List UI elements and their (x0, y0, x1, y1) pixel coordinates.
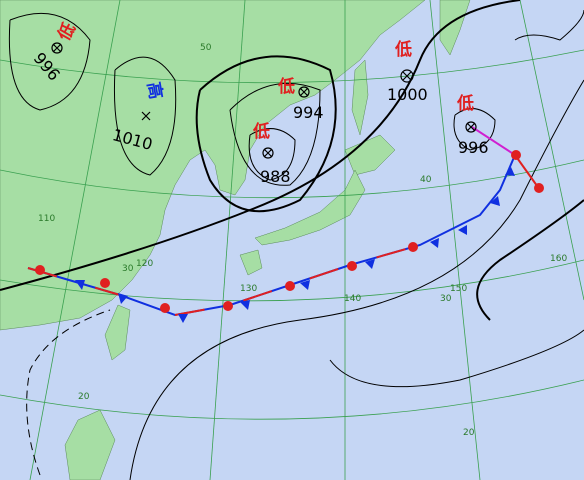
lat-label: 40 (420, 175, 432, 185)
lon-label: 120 (136, 259, 153, 269)
lon-label: 150 (450, 284, 467, 294)
lon-label: 140 (344, 294, 361, 304)
system-kind: 低 (277, 76, 295, 97)
system-kind: 低 (394, 39, 412, 60)
lon-label: 160 (550, 254, 567, 264)
fronts (27, 126, 544, 323)
system-kind: 高 (143, 80, 167, 100)
centers (51, 42, 477, 159)
lat-label: 50 (200, 43, 212, 53)
lon-label: 130 (240, 284, 257, 294)
lat-label: 20 (463, 428, 475, 438)
system-kind: 低 (456, 93, 474, 114)
labels: 低 996 高 1010 低 994 低 988 低 1000 低 996 (30, 19, 489, 186)
dashed-isobar (26, 309, 111, 476)
pressure-value: 1000 (387, 85, 428, 104)
lat-label: 30 (440, 294, 452, 304)
lon-label: 110 (38, 214, 55, 224)
pressure-value: 988 (260, 167, 291, 186)
pressure-value: 996 (458, 138, 489, 157)
lat-label: 20 (78, 392, 90, 402)
land (0, 0, 471, 480)
pressure-value: 994 (293, 103, 324, 122)
system-kind: 低 (252, 121, 270, 142)
grid-labels: 50 40 30 30 20 20 110 120 130 140 150 16… (38, 43, 567, 438)
lat-label: 30 (122, 264, 134, 274)
